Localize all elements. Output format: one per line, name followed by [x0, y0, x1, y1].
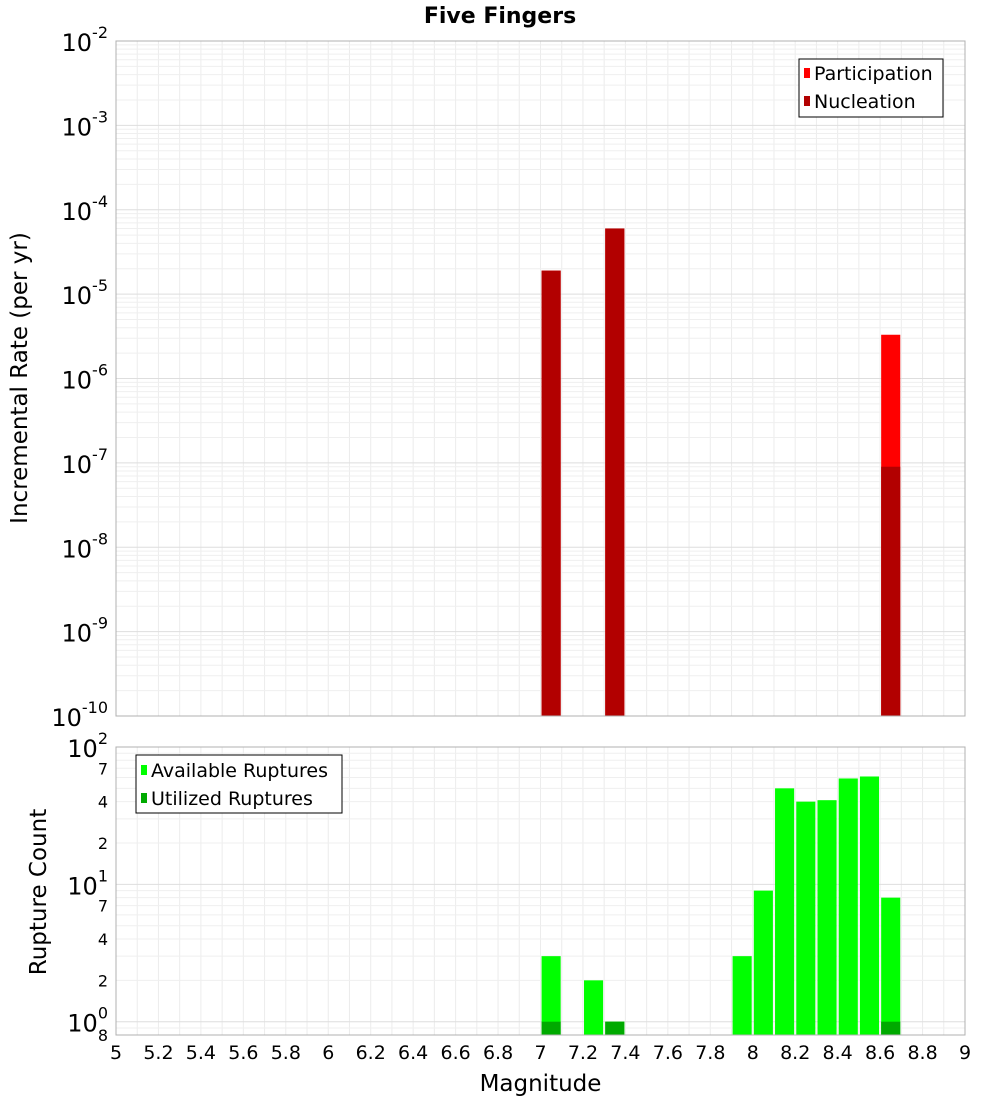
available-ruptures-bar	[541, 956, 561, 1035]
available-ruptures-bar	[859, 776, 880, 1035]
legend: Available Ruptures Utilized Ruptures	[135, 754, 343, 814]
y-minor-tick-label: 2	[98, 834, 108, 853]
available-ruptures-bar	[817, 800, 837, 1035]
available-ruptures-bar	[732, 956, 752, 1035]
x-tick-label: 6.4	[398, 1042, 428, 1064]
utilized-ruptures-bar	[541, 1021, 561, 1035]
x-tick-label: 5.2	[143, 1042, 173, 1064]
y-tick-label: 10-10	[51, 698, 108, 732]
x-tick-label: 7.6	[653, 1042, 683, 1064]
x-tick-label: 8	[747, 1042, 759, 1064]
x-tick-label: 8.8	[907, 1042, 937, 1064]
y-tick-label: 102	[67, 729, 108, 763]
legend-label: Nucleation	[814, 91, 916, 113]
legend: Participation Nucleation	[798, 58, 944, 118]
x-tick-label: 8.6	[865, 1042, 895, 1064]
legend-label: Utilized Ruptures	[151, 788, 313, 810]
available-ruptures-bar	[796, 801, 816, 1035]
y-tick-label: 10-9	[62, 614, 109, 648]
x-tick-label: 5	[110, 1042, 122, 1064]
legend-frame	[798, 58, 944, 118]
y-tick-label: 10-6	[62, 361, 109, 395]
available-ruptures-bar	[838, 778, 858, 1035]
x-tick-label: 5.8	[271, 1042, 301, 1064]
rupture-count-panel: 102 101 100 7 4 2 7 4 2 8 Rupture Count 5 5.2 5.4 5.6 5…	[26, 729, 971, 1097]
x-tick-label: 8.2	[780, 1042, 810, 1064]
legend-swatch	[141, 793, 147, 803]
legend-swatch	[804, 96, 810, 106]
legend-swatch	[804, 68, 810, 78]
y-tick-label: 10-8	[62, 529, 109, 563]
available-ruptures-bar	[584, 980, 604, 1035]
y-axis-label: Rupture Count	[26, 809, 52, 975]
y-minor-tick-label: 2	[98, 971, 108, 990]
x-tick-label: 7	[534, 1042, 546, 1064]
utilized-ruptures-bar	[881, 1021, 901, 1035]
y-axis-label: Incremental Rate (per yr)	[7, 232, 33, 524]
utilized-ruptures-bar	[605, 1021, 625, 1035]
y-minor-tick-label: 8	[98, 1026, 108, 1045]
x-tick-label: 7.2	[568, 1042, 598, 1064]
x-tick-label: 9	[959, 1042, 971, 1064]
chart-title: Five Fingers	[424, 4, 576, 29]
y-tick-label: 10-2	[62, 23, 109, 57]
x-tick-label: 8.4	[823, 1042, 853, 1064]
x-axis-label: Magnitude	[480, 1071, 602, 1097]
nucleation-bar	[605, 228, 625, 716]
y-tick-label: 10-4	[62, 192, 109, 226]
x-tick-label: 6.2	[356, 1042, 386, 1064]
x-tick-label: 5.4	[186, 1042, 216, 1064]
y-minor-tick-label: 4	[98, 930, 108, 949]
y-tick-label: 10-5	[62, 276, 109, 310]
x-tick-label: 7.8	[695, 1042, 725, 1064]
available-ruptures-bar	[775, 788, 795, 1035]
x-tick-label: 6.6	[440, 1042, 470, 1064]
y-tick-label: 10-7	[62, 445, 109, 479]
y-minor-tick-label: 4	[98, 793, 108, 812]
plot-frame	[115, 40, 966, 717]
y-tick-label: 100	[67, 1004, 108, 1038]
legend-label: Available Ruptures	[151, 760, 328, 782]
x-tick-label: 6.8	[483, 1042, 513, 1064]
y-minor-tick-label: 7	[98, 759, 108, 778]
y-tick-label: 101	[67, 866, 108, 900]
rate-panel: 10-2 10-3 10-4 10-5 10-6 10-7 10-8 10-9 10-10 Inc…	[7, 23, 966, 732]
available-ruptures-bar	[753, 890, 773, 1035]
available-ruptures-bar	[881, 897, 901, 1035]
plot-frame	[115, 746, 966, 1036]
nucleation-bar	[541, 270, 561, 716]
x-tick-label: 7.4	[610, 1042, 640, 1064]
y-tick-label: 10-3	[62, 107, 109, 141]
y-minor-tick-label: 7	[98, 897, 108, 916]
legend-swatch	[141, 765, 147, 775]
x-tick-label: 5.6	[228, 1042, 258, 1064]
nucleation-bar	[881, 466, 901, 716]
legend-label: Participation	[814, 63, 933, 85]
x-tick-label: 6	[322, 1042, 334, 1064]
legend-frame	[135, 754, 343, 814]
